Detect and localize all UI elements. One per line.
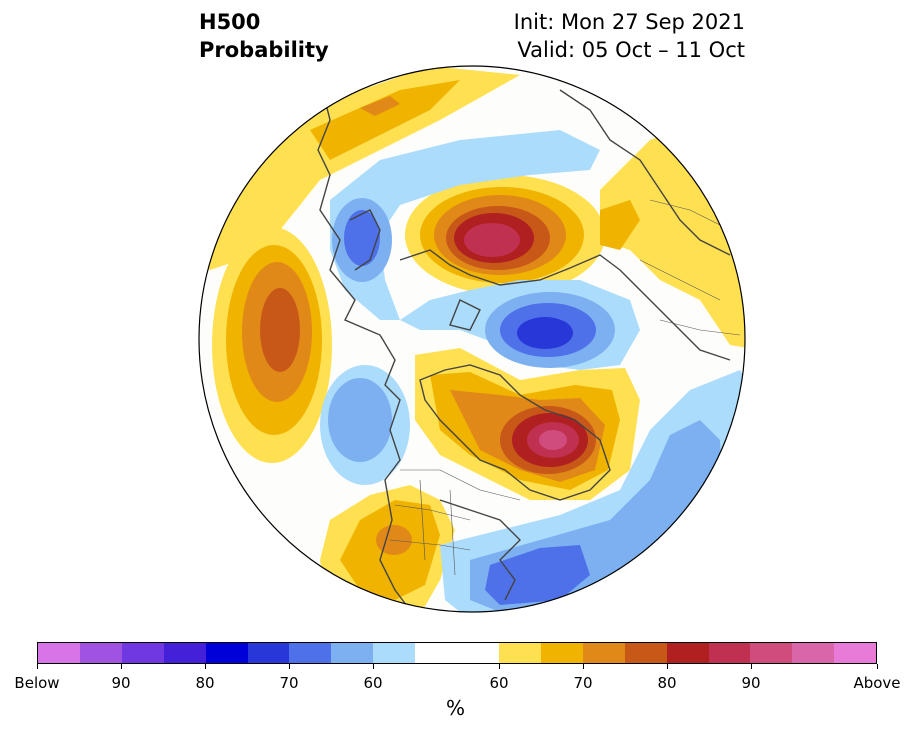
colorbar-swatch (415, 643, 458, 663)
anomaly-below-arctic-band (330, 130, 600, 320)
anomaly-above-hudson-bay (415, 348, 640, 500)
colorbar-tick-label: 90 (741, 674, 761, 692)
anomaly-above-north-pacific-band (199, 66, 520, 270)
borders (389, 199, 741, 576)
title-block: H500 Probability (199, 8, 329, 64)
colorbar-swatch (834, 643, 877, 663)
colorbar-tick (582, 664, 584, 669)
colorbar-swatch (289, 643, 332, 663)
polar-probability-map (198, 65, 746, 613)
colorbar-tick-label: Above (853, 674, 901, 692)
probability-colorbar (37, 642, 877, 664)
colorbar-ticks (36, 664, 878, 670)
map-boundary (198, 65, 746, 613)
colorbar-tick-label: Below (14, 674, 60, 692)
colorbar-swatch (792, 643, 835, 663)
colorbar-swatch (624, 643, 667, 663)
colorbar-tick-label: 80 (195, 674, 215, 692)
colorbar-swatch (163, 643, 206, 663)
colorbar-tick (372, 664, 374, 669)
coastlines (317, 79, 731, 611)
colorbar-swatch (666, 643, 709, 663)
colorbar-unit-label: % (446, 696, 466, 720)
colorbar-tick-label: 60 (363, 674, 383, 692)
colorbar-swatch (708, 643, 751, 663)
colorbar-tick (36, 664, 38, 669)
colorbar-tick (666, 664, 668, 669)
colorbar-tick-label: 70 (279, 674, 299, 692)
colorbar-tick-label: 60 (489, 674, 509, 692)
colorbar-swatch (331, 643, 374, 663)
colorbar-swatch (750, 643, 793, 663)
colorbar-swatch (540, 643, 583, 663)
colorbar-tick-label: 80 (657, 674, 677, 692)
colorbar-tick (876, 664, 878, 669)
colorbar-swatch (79, 643, 122, 663)
colorbar-swatch (38, 643, 80, 663)
colorbar-tick-label: 70 (573, 674, 593, 692)
colorbar-tick (204, 664, 206, 669)
colorbar-tick (498, 664, 500, 669)
colorbar-swatch (121, 643, 164, 663)
init-date: Init: Mon 27 Sep 2021 (513, 10, 745, 34)
colorbar-swatch (582, 643, 625, 663)
date-block: Init: Mon 27 Sep 2021 Valid: 05 Oct – 11… (514, 8, 745, 64)
title-variable: H500 (199, 10, 261, 34)
colorbar-tick (750, 664, 752, 669)
colorbar-tick (120, 664, 122, 669)
anomaly-below-east-siberian (400, 280, 640, 370)
valid-period: Valid: 05 Oct – 11 Oct (517, 38, 745, 62)
anomaly-above-western-us (320, 485, 455, 612)
title-product: Probability (199, 38, 329, 62)
colorbar-swatch (373, 643, 416, 663)
colorbar-tick (288, 664, 290, 669)
anomaly-above-bering-sea (212, 227, 332, 463)
colorbar-swatch (457, 643, 499, 663)
colorbar-swatch (498, 643, 541, 663)
colorbar-tick-label: 90 (111, 674, 131, 692)
colorbar-swatch (205, 643, 248, 663)
colorbar-swatch (247, 643, 290, 663)
anomaly-below-gulf-of-alaska (320, 365, 410, 485)
anomaly-above-barents-kara (405, 175, 605, 295)
